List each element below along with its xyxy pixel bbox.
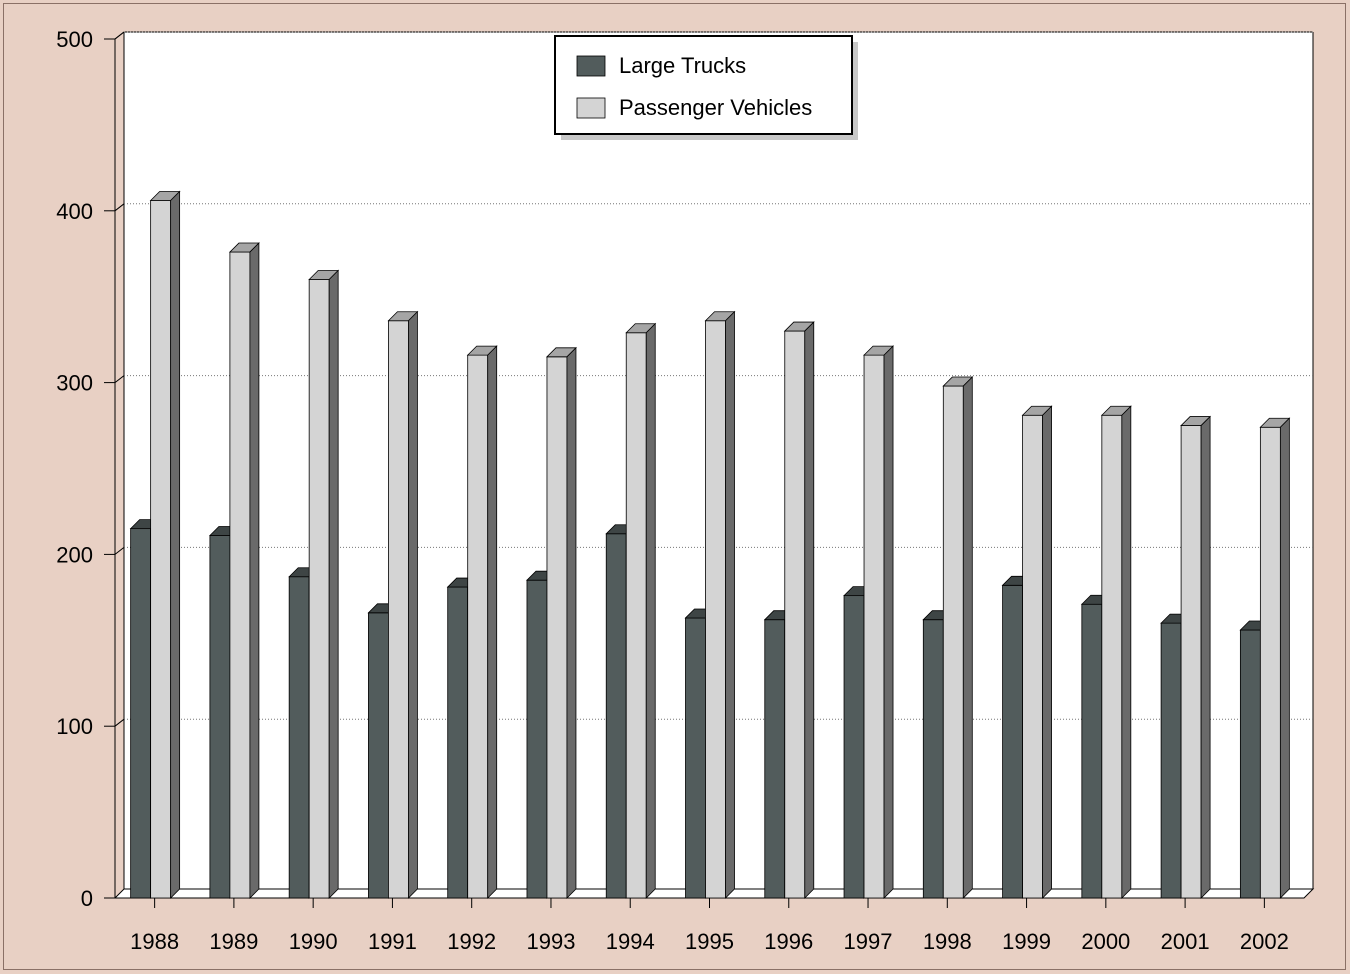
legend-label: Large Trucks <box>619 53 746 78</box>
x-tick-label: 1994 <box>606 929 655 954</box>
passenger-vehicles-bar <box>863 345 894 899</box>
x-tick-label: 1993 <box>526 929 575 954</box>
x-tick-label: 1989 <box>209 929 258 954</box>
x-tick-label: 1997 <box>844 929 893 954</box>
x-tick-label: 1991 <box>368 929 417 954</box>
passenger-vehicles-bar-front <box>150 200 172 899</box>
y-tick-label: 100 <box>56 714 93 739</box>
passenger-vehicles-bar-side <box>962 376 973 899</box>
gridline-side <box>114 547 125 555</box>
passenger-vehicles-bar-side <box>883 345 894 899</box>
passenger-vehicles-bar-side <box>328 269 339 899</box>
passenger-vehicles-bar <box>228 242 260 899</box>
passenger-vehicles-bar-front <box>863 354 885 899</box>
passenger-vehicles-bar <box>1180 415 1212 899</box>
passenger-vehicles-bar <box>149 190 181 899</box>
passenger-vehicles-bar-side <box>566 346 577 899</box>
passenger-vehicles-bar-side <box>487 345 498 899</box>
large-trucks-bar-front <box>288 576 310 899</box>
x-tick-label: 1999 <box>1002 929 1051 954</box>
passenger-vehicles-bar-front <box>1259 426 1281 899</box>
large-trucks-bar-front <box>764 619 786 899</box>
gridline-side <box>114 31 125 40</box>
passenger-vehicles-bar-front <box>1101 414 1123 899</box>
x-tick-label: 1996 <box>764 929 813 954</box>
passenger-vehicles-bar-side <box>1200 415 1211 899</box>
passenger-vehicles-bar-front <box>625 332 647 899</box>
x-tick-label: 2001 <box>1161 929 1210 954</box>
large-trucks-bar-front <box>685 617 706 899</box>
large-trucks-bar-front <box>1081 603 1103 899</box>
passenger-vehicles-bar-side <box>1279 417 1290 899</box>
y-tick-label: 300 <box>56 371 93 396</box>
passenger-vehicles-bar-front <box>784 330 806 899</box>
passenger-vehicles-bar-side <box>1042 405 1052 899</box>
passenger-vehicles-bar-side <box>725 310 735 899</box>
passenger-vehicles-bar <box>308 269 340 899</box>
passenger-vehicles-bar <box>783 321 815 899</box>
large-trucks-bar-front <box>605 533 627 899</box>
large-trucks-bar-front <box>368 612 389 899</box>
large-trucks-bar-front <box>447 586 469 899</box>
gridline-side <box>114 375 125 383</box>
passenger-vehicles-bar-front <box>1180 425 1202 899</box>
passenger-vehicles-bar <box>466 345 498 899</box>
legend: Large Trucks Passenger Vehicles <box>554 35 858 140</box>
y-axis: 0 100 200 300 400 500 <box>56 27 115 911</box>
x-tick-label: 1988 <box>130 929 179 954</box>
passenger-vehicles-bar <box>387 310 419 899</box>
gridline-side <box>114 203 125 212</box>
passenger-vehicles-bar <box>1259 417 1291 899</box>
passenger-vehicles-bar <box>704 310 736 899</box>
large-trucks-bar-front <box>1002 584 1023 899</box>
passenger-vehicles-bar-side <box>170 190 181 899</box>
bars <box>129 190 1291 899</box>
passenger-vehicles-bar-side <box>249 242 260 899</box>
passenger-vehicles-bar-front <box>229 251 251 899</box>
legend-swatch <box>576 55 606 77</box>
large-trucks-bar-front <box>209 535 231 899</box>
passenger-vehicles-bar-side <box>645 322 656 899</box>
large-trucks-bar-front <box>1160 622 1182 899</box>
y-tick-label: 500 <box>56 27 93 52</box>
chart-frame: 0 100 200 300 400 500 1988 1989 1990 1991 1992 199… <box>3 3 1346 970</box>
x-axis: 1988 1989 1990 1991 1992 1993 1994 1995 1996 1997… <box>115 897 1304 954</box>
passenger-vehicles-bar <box>625 322 657 899</box>
large-trucks-bar-front <box>843 595 865 899</box>
x-tick-label: 1992 <box>447 929 496 954</box>
passenger-vehicles-bar-front <box>546 356 568 899</box>
passenger-vehicles-bar <box>942 376 974 899</box>
large-trucks-bar-front <box>1239 629 1261 899</box>
passenger-vehicles-bar-side <box>804 321 815 899</box>
passenger-vehicles-bar-front <box>308 279 330 899</box>
x-tick-label: 2002 <box>1240 929 1289 954</box>
passenger-vehicles-bar-front <box>388 320 409 899</box>
legend-swatch <box>576 97 606 119</box>
y-tick-label: 200 <box>56 542 93 567</box>
passenger-vehicles-bar-front <box>1022 414 1043 899</box>
y-tick-label: 0 <box>81 886 93 911</box>
x-tick-label: 1990 <box>289 929 338 954</box>
y-tick-label: 400 <box>56 199 93 224</box>
gridline-side <box>114 718 125 727</box>
passenger-vehicles-bar <box>1100 405 1132 899</box>
x-tick-label: 1995 <box>685 929 734 954</box>
passenger-vehicles-bar-front <box>942 385 964 899</box>
large-trucks-bar-front <box>130 528 152 899</box>
x-tick-label: 2000 <box>1081 929 1130 954</box>
passenger-vehicles-bar-front <box>705 320 726 899</box>
passenger-vehicles-bar <box>1021 405 1053 899</box>
large-trucks-bar-front <box>922 619 944 899</box>
bar-chart: 0 100 200 300 400 500 1988 1989 1990 1991 1992 199… <box>56 27 1315 954</box>
x-tick-label: 1998 <box>923 929 972 954</box>
legend-label: Passenger Vehicles <box>619 95 812 120</box>
passenger-vehicles-bar-side <box>408 310 418 899</box>
large-trucks-bar-front <box>526 579 548 899</box>
passenger-vehicles-bar-side <box>1121 405 1132 899</box>
passenger-vehicles-bar-front <box>467 354 489 899</box>
passenger-vehicles-bar <box>546 346 577 899</box>
